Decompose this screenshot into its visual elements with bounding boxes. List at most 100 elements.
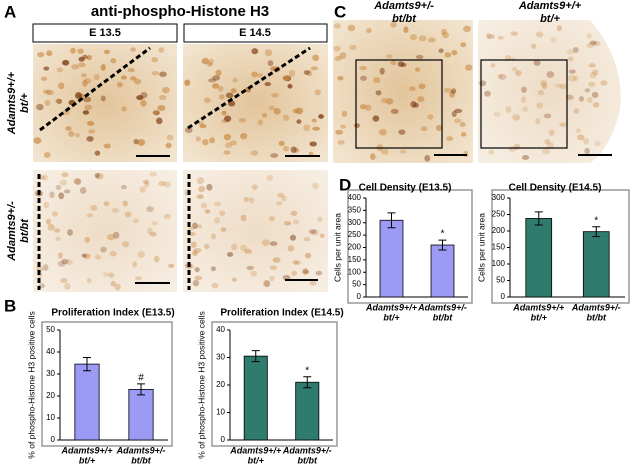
cell (594, 140, 601, 147)
cell (54, 228, 61, 233)
cell (464, 64, 473, 71)
cell (57, 260, 66, 267)
cell (584, 147, 590, 155)
cell (121, 106, 127, 112)
x-tick-label: bt/+ (383, 312, 400, 322)
cell (240, 214, 247, 222)
cell (588, 63, 596, 68)
cell (268, 105, 276, 111)
cell (37, 51, 45, 58)
column-label: bt/+ (540, 13, 560, 25)
y-tick-label: 150 (348, 255, 362, 264)
cell (79, 187, 87, 194)
cell (295, 260, 301, 265)
panel-title: anti-phospho-Histone H3 (91, 3, 269, 20)
cell (251, 71, 258, 78)
cell (554, 83, 563, 88)
cell (225, 142, 233, 149)
cell (59, 179, 68, 186)
y-tick-label: 100 (492, 259, 506, 268)
cell (550, 37, 557, 43)
cell (43, 89, 49, 94)
cell (83, 96, 92, 103)
cells (33, 21, 608, 291)
cell (333, 23, 341, 29)
cell (202, 139, 209, 146)
cell (521, 96, 527, 104)
cell (219, 210, 226, 217)
cell (136, 95, 144, 101)
cell (269, 265, 278, 270)
cell (290, 146, 297, 153)
cell (379, 67, 385, 75)
cell (94, 172, 100, 179)
cell (221, 110, 227, 116)
row-label: Adamts9+/- bt/bt (6, 201, 31, 262)
cell (156, 117, 163, 125)
cell (497, 73, 503, 79)
cell (240, 244, 248, 252)
cell (36, 103, 44, 111)
y-axis-label: Cells per unit area (476, 213, 486, 282)
cell (303, 70, 310, 75)
cell (90, 204, 98, 211)
cell (61, 172, 69, 178)
cell (535, 31, 544, 38)
significance-label: * (594, 215, 598, 226)
column-box (183, 23, 328, 43)
cell (190, 241, 197, 248)
y-tick-label: 40 (216, 325, 225, 334)
cell (521, 86, 527, 94)
cell (188, 226, 195, 231)
cell (158, 47, 165, 54)
cell (94, 254, 101, 260)
y-tick-label: 10 (46, 413, 55, 422)
cell (341, 110, 348, 118)
cell (403, 26, 409, 33)
micrograph (478, 20, 621, 163)
cell (335, 129, 344, 135)
cell (103, 143, 111, 149)
cell (262, 280, 270, 287)
cell (318, 114, 324, 119)
cell (441, 28, 447, 36)
cell (100, 63, 106, 71)
significance-label: * (305, 365, 309, 376)
cell (42, 174, 49, 181)
panel-label: B (4, 296, 16, 315)
cell (217, 85, 224, 92)
cell (385, 98, 394, 105)
cell (589, 71, 597, 79)
cell (151, 57, 158, 63)
cell (159, 71, 167, 77)
cell (208, 58, 214, 65)
cell (444, 52, 452, 58)
cell (372, 115, 380, 122)
cell (398, 129, 406, 135)
cell (261, 239, 270, 246)
cell (488, 149, 494, 155)
cell (55, 185, 62, 190)
cell (290, 210, 298, 216)
cell (223, 150, 231, 155)
x-tick-label: Adamts9+/- (282, 445, 332, 455)
cell (146, 206, 154, 213)
cell (533, 59, 541, 66)
cell (129, 76, 137, 81)
dashed-line (187, 46, 311, 130)
cell (230, 88, 237, 94)
cell (312, 182, 319, 190)
y-tick-label: 0 (51, 435, 56, 444)
cell (337, 75, 344, 81)
cell (575, 128, 581, 134)
cell (196, 194, 204, 199)
y-axis-label: % of phospho-Histone H3 positive cells (196, 311, 206, 458)
cell (417, 96, 425, 103)
cell (435, 124, 442, 131)
cell (88, 129, 96, 134)
cell (438, 48, 444, 53)
cell (537, 89, 545, 96)
cell (541, 83, 548, 90)
cell (78, 56, 85, 62)
